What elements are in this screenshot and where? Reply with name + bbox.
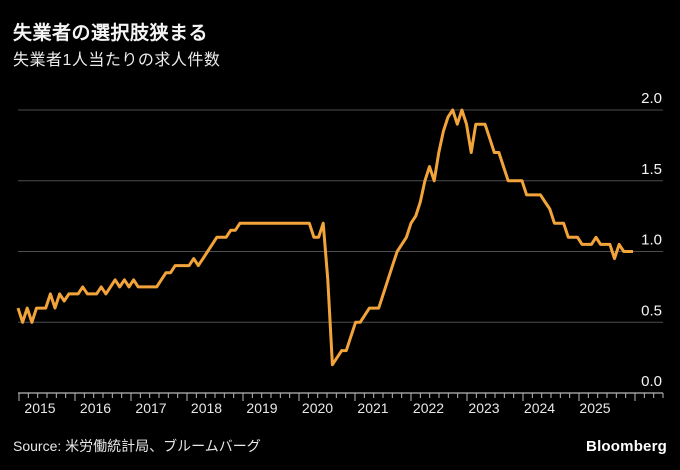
chart-title: 失業者の選択肢狭まる — [13, 23, 209, 44]
y-tick-label: 1.0 — [641, 232, 662, 249]
chart-subtitle: 失業者1人当たりの求人件数 — [13, 52, 221, 69]
y-tick-label: 0.0 — [641, 373, 662, 390]
x-tick-label: 2022 — [413, 400, 444, 416]
y-tick-label: 1.5 — [641, 161, 662, 178]
x-tick-label: 2024 — [524, 400, 555, 416]
bloomberg-logo: Bloomberg — [586, 438, 667, 455]
x-tick-label: 2019 — [246, 400, 277, 416]
x-tick-label: 2015 — [24, 400, 55, 416]
y-tick-label: 0.5 — [641, 302, 662, 319]
y-tick-label: 2.0 — [641, 90, 662, 107]
data-line-series — [16, 108, 633, 367]
x-tick-label: 2016 — [80, 400, 111, 416]
x-tick-label: 2017 — [135, 400, 166, 416]
chart-footer: Source: 米労働統計局、ブルームバーグ Bloomberg — [0, 436, 680, 456]
source-note: Source: 米労働統計局、ブルームバーグ — [13, 438, 261, 454]
x-tick-label: 2021 — [357, 400, 388, 416]
x-tick-label: 2025 — [579, 400, 610, 416]
x-tick-label: 2018 — [191, 400, 222, 416]
x-tick-label: 2020 — [302, 400, 333, 416]
x-tick-label: 2023 — [468, 400, 499, 416]
